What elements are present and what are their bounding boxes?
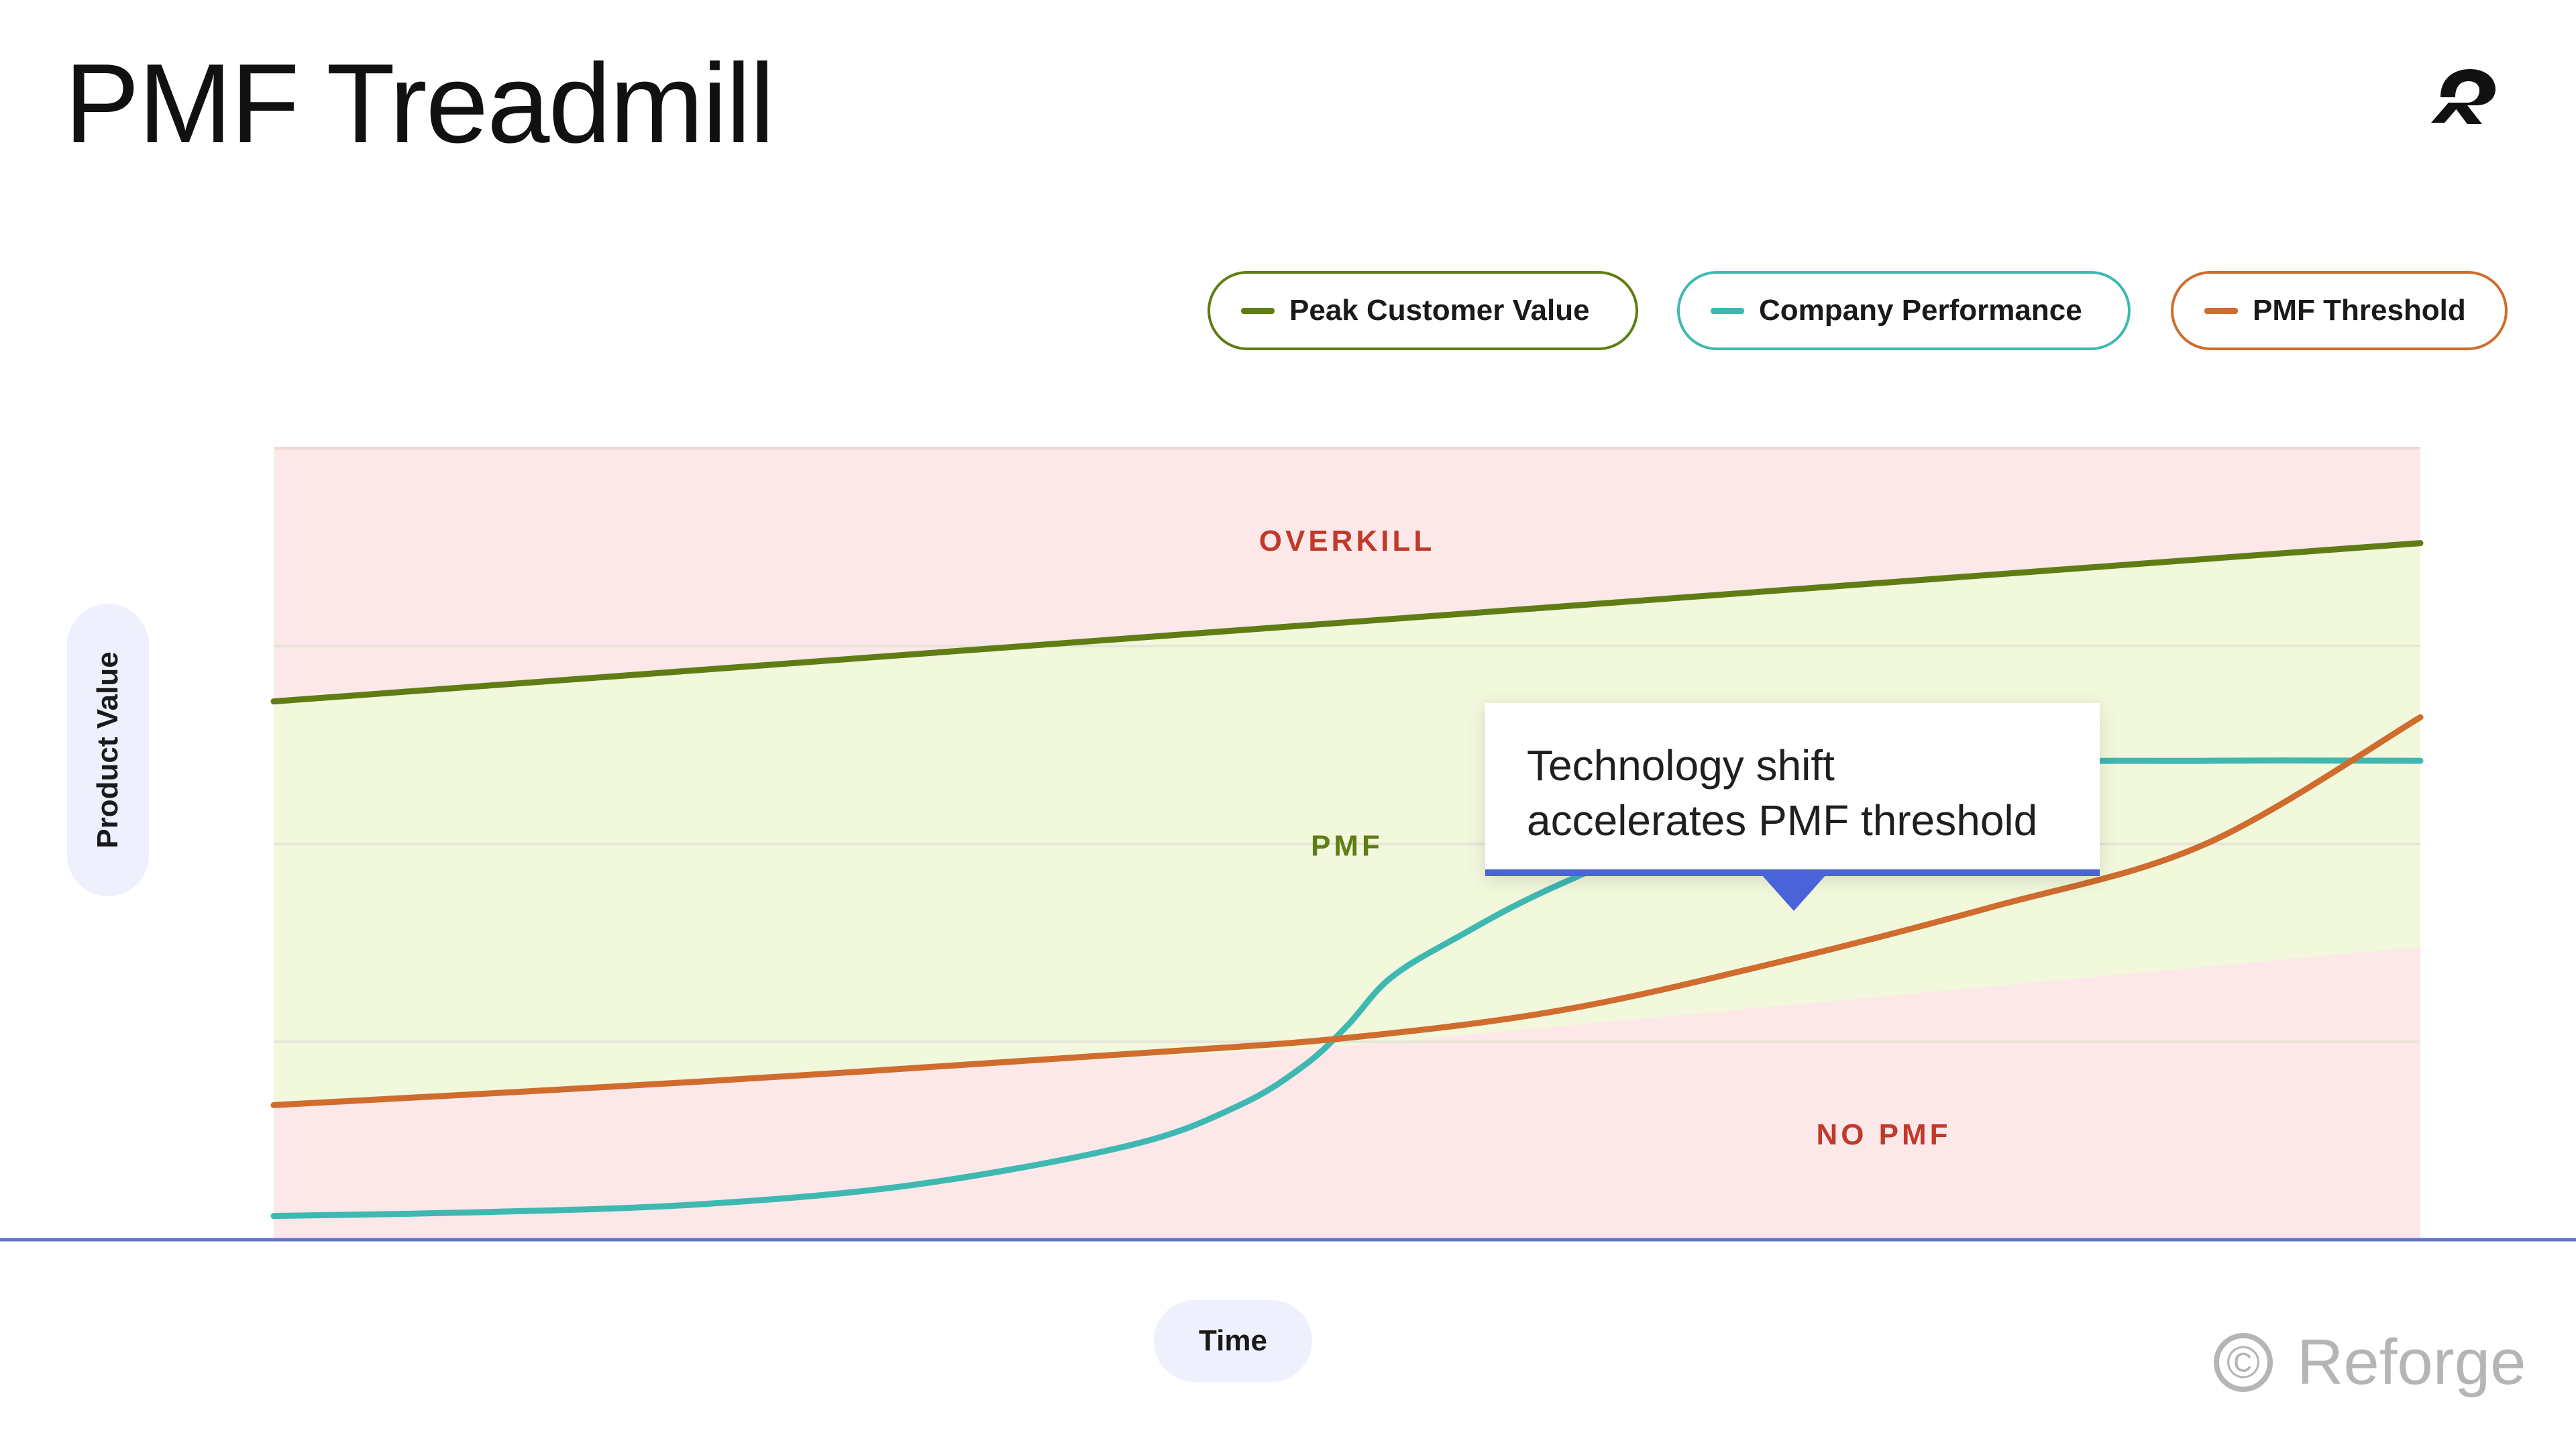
legend-pmf-threshold: PMF Threshold xyxy=(2171,271,2508,350)
legend-label: PMF Threshold xyxy=(2253,294,2466,327)
reforge-mark-icon xyxy=(2431,69,2496,124)
region-label-no-pmf: NO PMF xyxy=(1816,1118,1951,1151)
y-axis-label-pill xyxy=(67,604,149,896)
region-label-overkill: OVERKILL xyxy=(1259,525,1435,557)
legend-label: Company Performance xyxy=(1759,294,2082,327)
brand-name: Reforge xyxy=(2297,1326,2526,1398)
page-title: PMF Treadmill xyxy=(64,40,775,166)
callout-line-2: accelerates PMF threshold xyxy=(1527,796,2038,845)
region-label-pmf: PMF xyxy=(1311,830,1383,863)
copyright-icon: © xyxy=(2214,1333,2273,1392)
brand-watermark: © Reforge xyxy=(2214,1326,2526,1399)
callout-box: Technology shift accelerates PMF thresho… xyxy=(1485,703,2100,876)
legend-swatch-threshold xyxy=(2204,307,2238,314)
legend-swatch-peak xyxy=(1241,307,1275,314)
series-line-peak-customer-value xyxy=(270,540,2424,705)
callout-pointer xyxy=(1762,875,1826,911)
legend-company-performance: Company Performance xyxy=(1677,271,2131,350)
legend-label: Peak Customer Value xyxy=(1289,294,1590,327)
region-pmf-band xyxy=(274,543,2420,1106)
series-line-pmf-threshold xyxy=(270,714,2424,1108)
x-axis-label: Time xyxy=(1154,1300,1312,1382)
callout-line-1: Technology shift xyxy=(1527,741,1835,790)
legend-peak-customer-value: Peak Customer Value xyxy=(1208,271,1638,350)
legend-swatch-performance xyxy=(1711,307,1744,314)
